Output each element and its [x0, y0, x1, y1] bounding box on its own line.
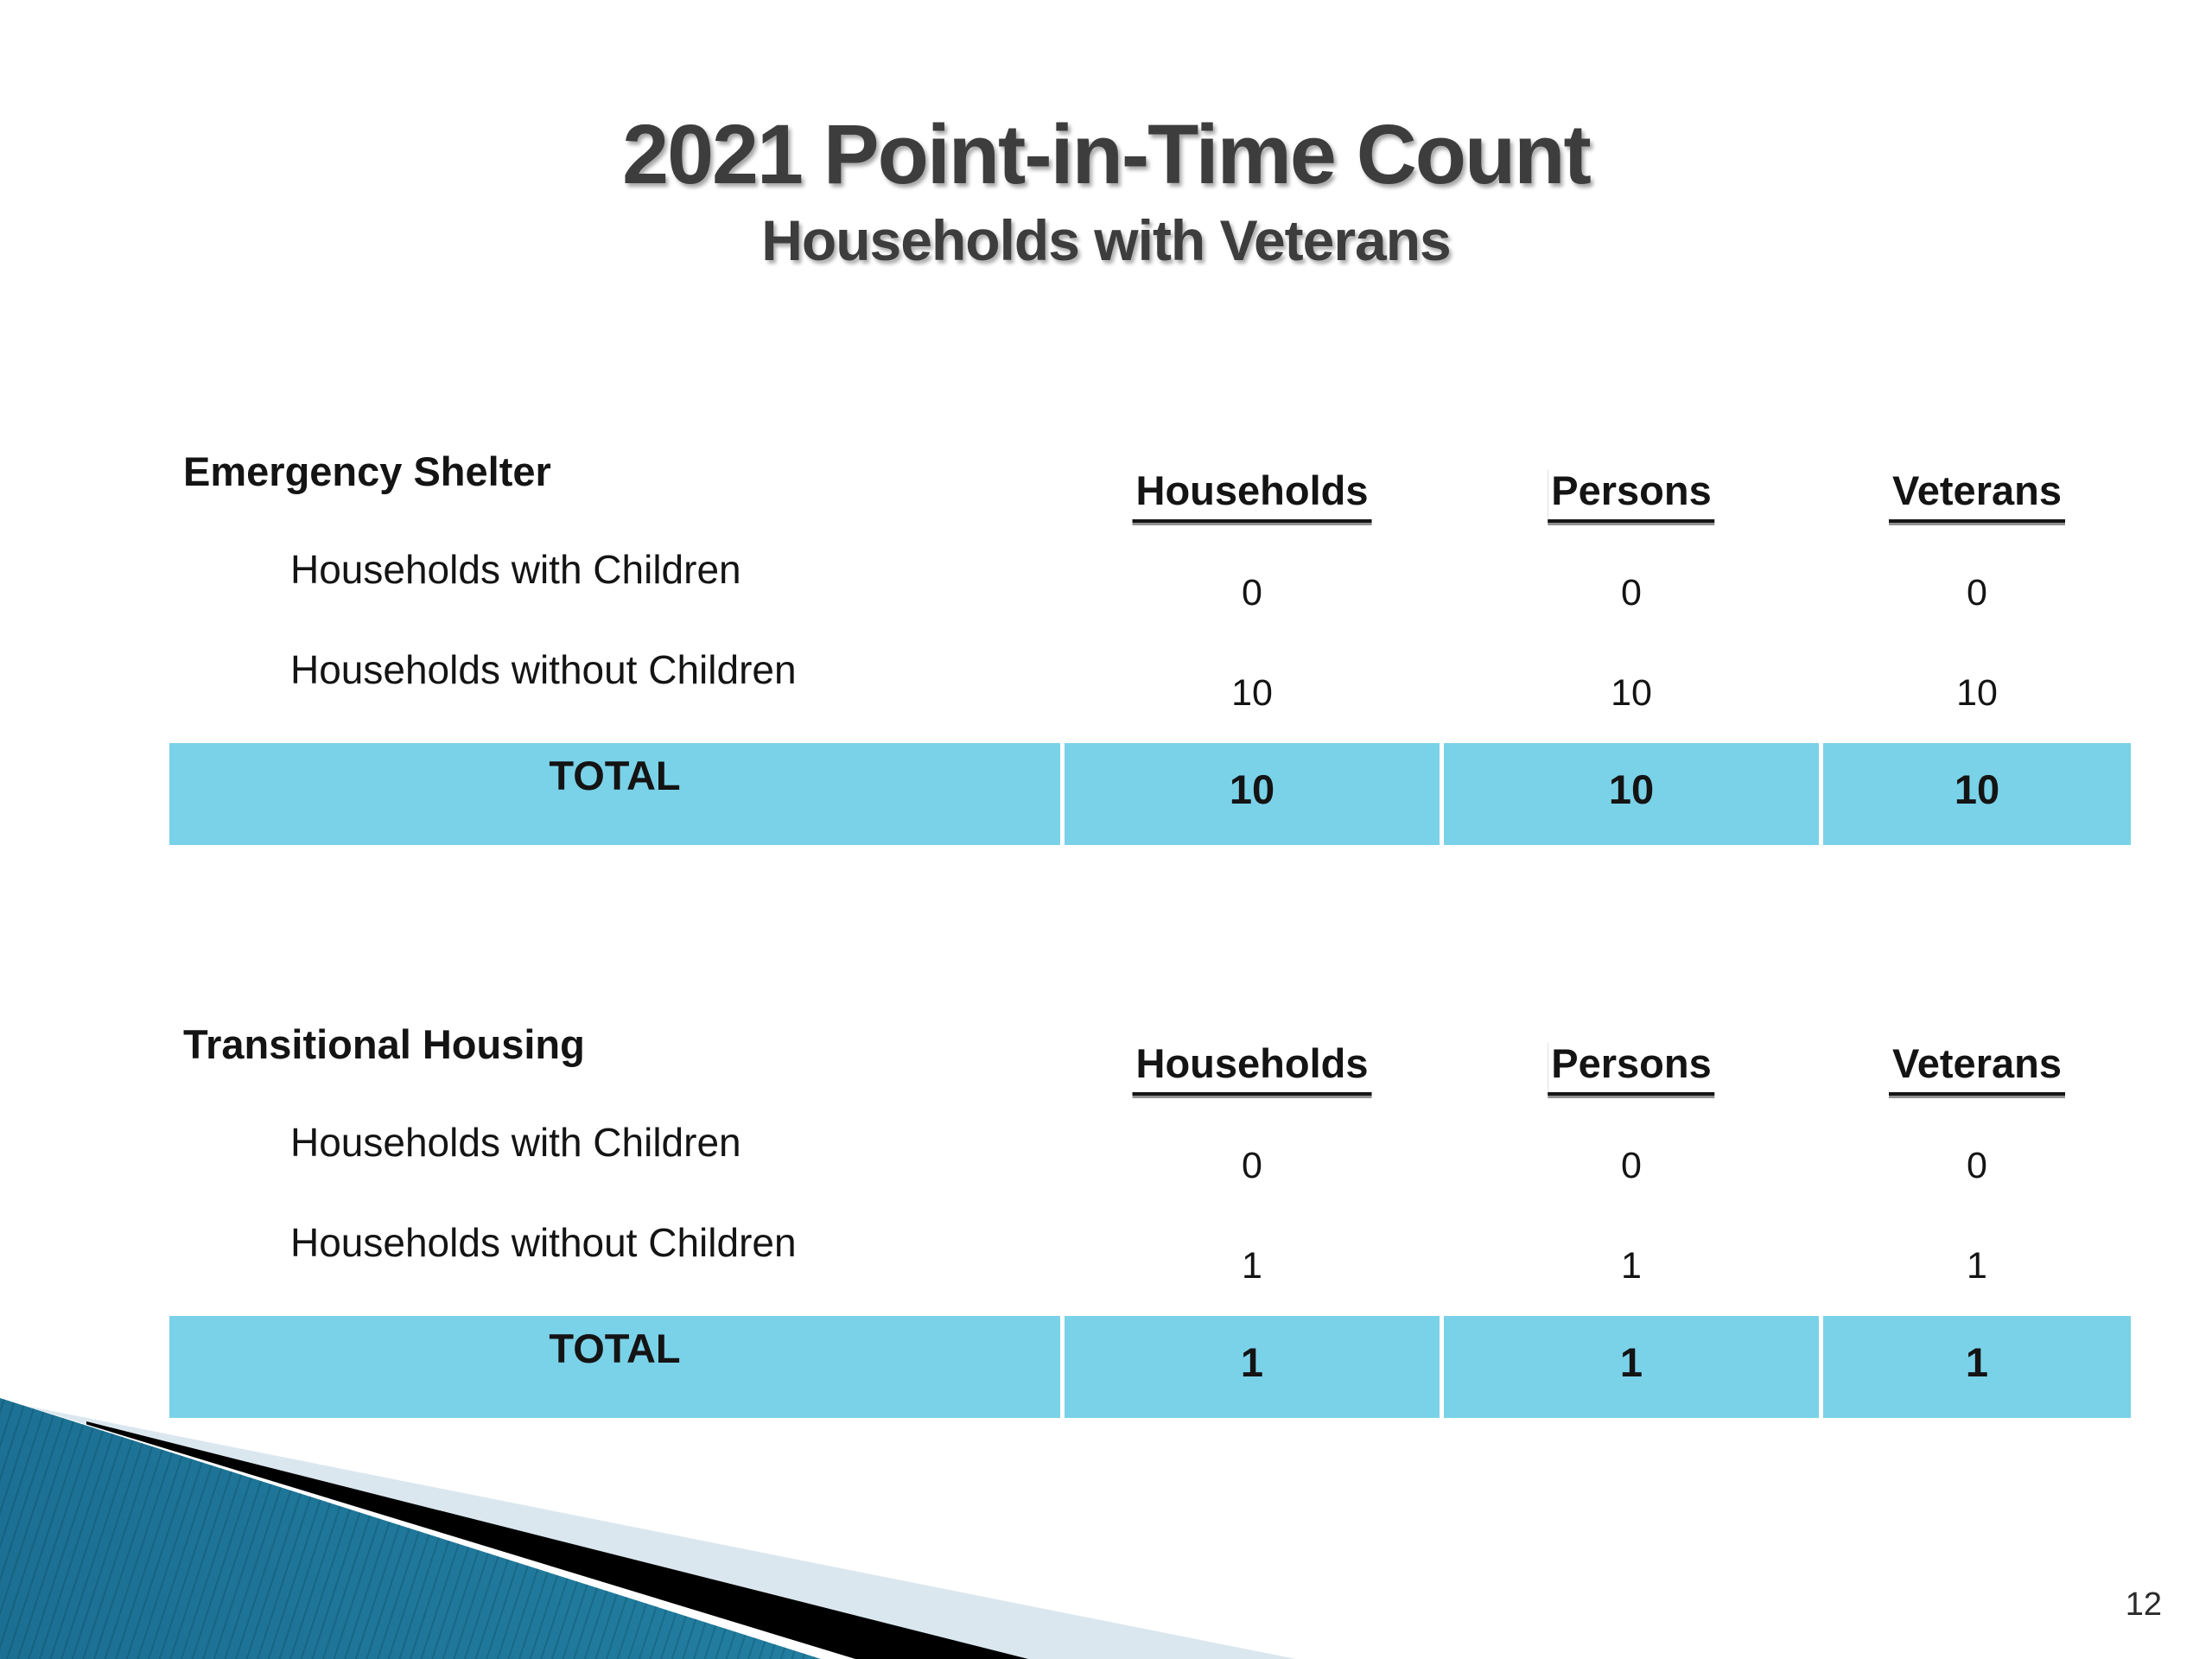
cell-value: 0: [1967, 572, 1987, 613]
total-label-cell: TOTAL: [169, 1316, 1060, 1418]
cell-value: 1: [1967, 1245, 1987, 1287]
column-header-households: Households: [1132, 467, 1372, 523]
total-row: TOTAL 1 1 1: [169, 1316, 2131, 1418]
total-cell: 10: [1823, 743, 2131, 845]
slide-subtitle: Households with Veterans: [761, 207, 1452, 272]
cell-value: 0: [1967, 1145, 1987, 1186]
row-label-with-children: Households with Children: [290, 1120, 741, 1165]
total-value: 1: [1619, 1339, 1643, 1385]
section-title-emergency-shelter: Emergency Shelter: [183, 448, 551, 494]
section-title-transitional-housing: Transitional Housing: [183, 1021, 585, 1067]
total-row: TOTAL 10 10 10: [169, 743, 2131, 845]
cell-value: 0: [1242, 572, 1262, 613]
column-header-veterans: Veterans: [1889, 467, 2065, 523]
cell-value: 1: [1621, 1245, 1642, 1287]
page-number: 12: [2125, 1586, 2162, 1623]
slide-title: 2021 Point-in-Time Count: [622, 107, 1592, 201]
cell-value: 0: [1242, 1145, 1262, 1186]
cell-value: 0: [1621, 1145, 1642, 1186]
total-label: TOTAL: [549, 753, 681, 798]
total-value: 10: [1954, 766, 2000, 812]
total-cell: 1: [1823, 1316, 2131, 1418]
total-value: 1: [1965, 1339, 1989, 1385]
title-block: 2021 Point-in-Time Count Households with…: [0, 111, 2212, 270]
cell-value: 10: [1956, 672, 1998, 714]
total-cell: 10: [1065, 743, 1440, 845]
total-value: 10: [1229, 766, 1275, 812]
total-cell: 10: [1444, 743, 1819, 845]
column-header-veterans: Veterans: [1889, 1039, 2065, 1096]
total-label: TOTAL: [549, 1325, 681, 1371]
total-cell: 1: [1444, 1316, 1819, 1418]
total-value: 1: [1240, 1339, 1264, 1385]
total-label-cell: TOTAL: [169, 743, 1060, 845]
column-header-households: Households: [1132, 1039, 1372, 1096]
row-label-without-children: Households without Children: [290, 647, 797, 692]
emergency-shelter-table: Emergency Shelter Households Persons Vet…: [169, 446, 2131, 852]
column-header-persons: Persons: [1548, 467, 1715, 523]
row-label-without-children: Households without Children: [290, 1220, 797, 1265]
total-cell: 1: [1065, 1316, 1440, 1418]
row-label-with-children: Households with Children: [290, 547, 741, 592]
column-header-persons: Persons: [1548, 1039, 1715, 1096]
cell-value: 10: [1611, 672, 1652, 714]
transitional-housing-table: Transitional Housing Households Persons …: [169, 1019, 2131, 1425]
total-value: 10: [1608, 766, 1655, 812]
cell-value: 0: [1621, 572, 1642, 613]
cell-value: 10: [1231, 672, 1273, 714]
cell-value: 1: [1242, 1245, 1262, 1287]
